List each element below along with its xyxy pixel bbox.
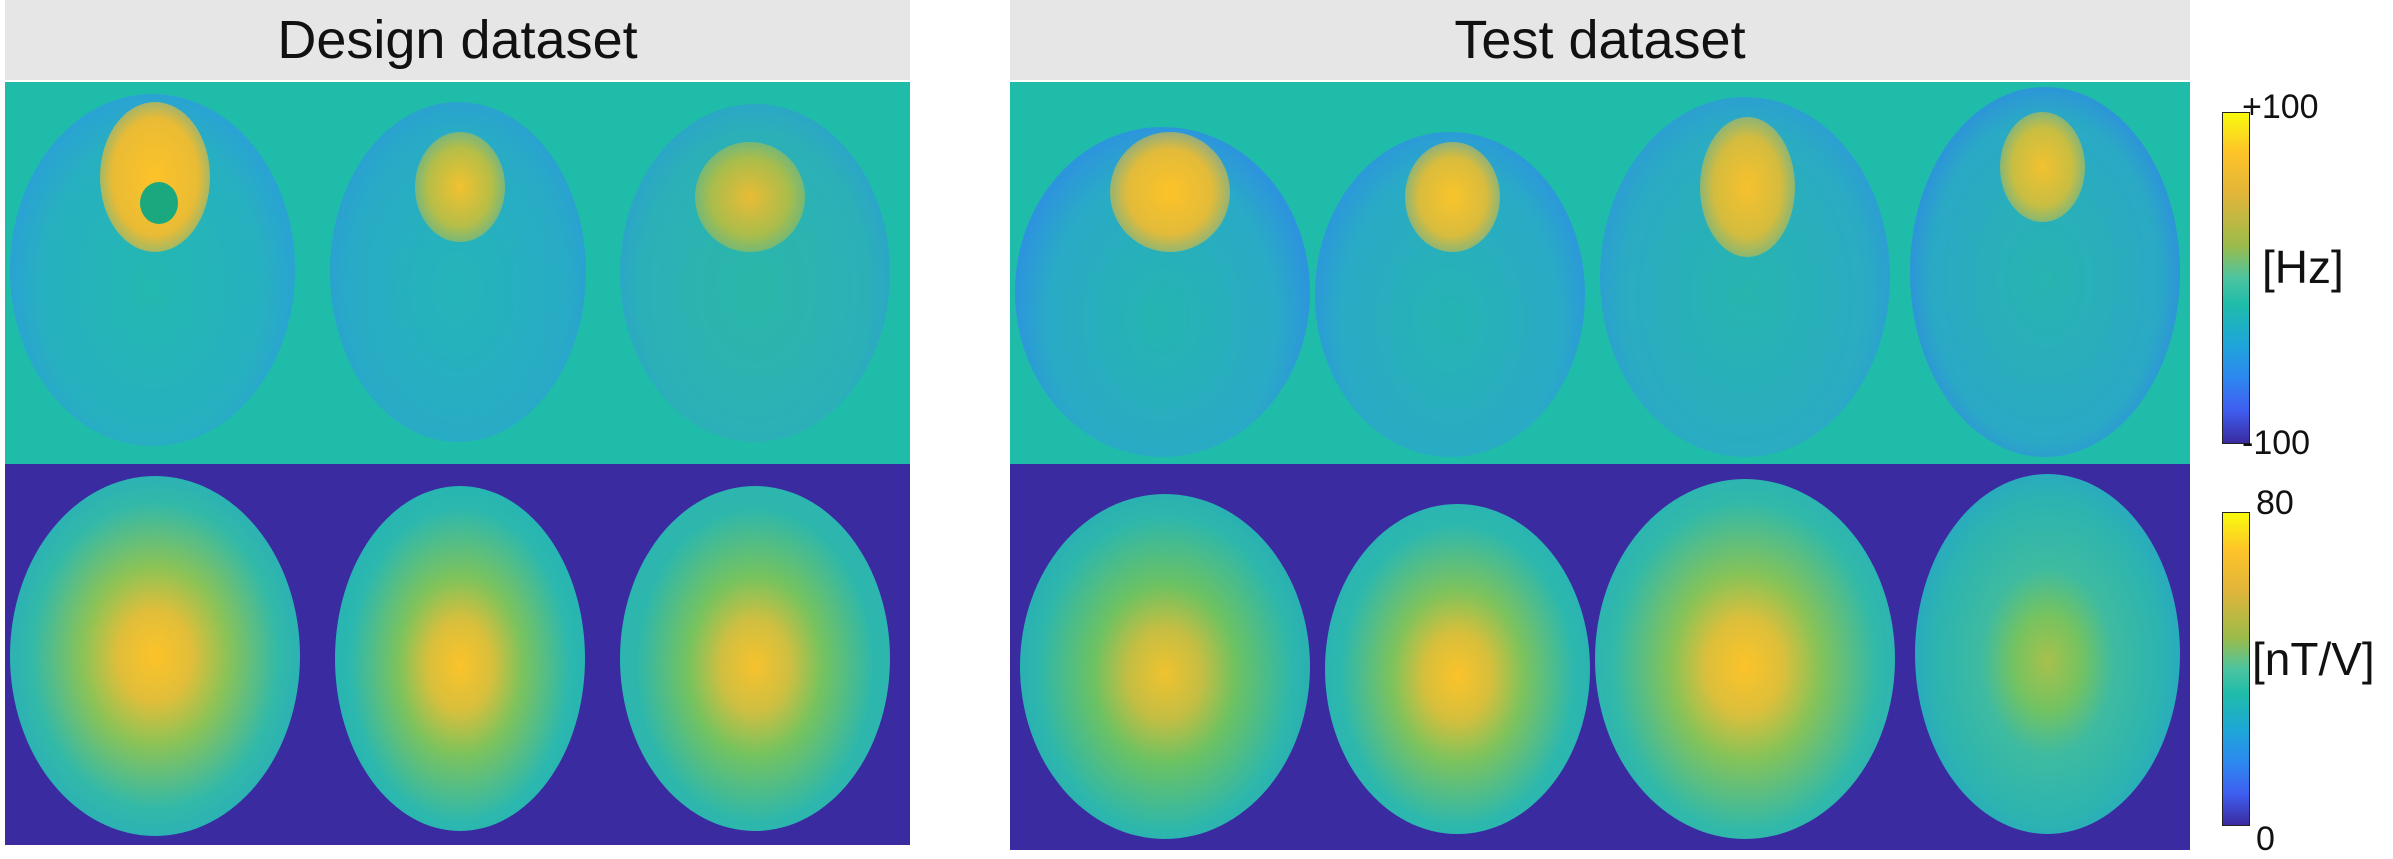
design-dataset-title: Design dataset xyxy=(5,0,910,80)
b1-colorbar-gradient xyxy=(2222,512,2250,826)
test-dataset-panel: Test dataset xyxy=(1010,0,2190,850)
design-b0-map-row xyxy=(5,82,910,464)
test-b0-map-row xyxy=(1010,82,2190,464)
design-b1-slice-2 xyxy=(335,486,585,831)
test-b1-slice-3 xyxy=(1595,479,1895,839)
design-dataset-panel: Design dataset xyxy=(5,0,910,845)
test-dataset-title: Test dataset xyxy=(1010,0,2190,80)
design-b0-slice-1-cavity xyxy=(140,182,178,224)
test-b0-slice-4-hotspot xyxy=(2000,112,2085,222)
design-b1-slice-1 xyxy=(10,476,300,836)
b0-colorbar-max-label: +100 xyxy=(2242,88,2319,126)
test-b0-slice-2-hotspot xyxy=(1405,142,1500,252)
b0-colorbar-min-label: -100 xyxy=(2242,424,2311,462)
b0-colorbar-gradient xyxy=(2222,112,2250,444)
test-b0-slice-1-hotspot xyxy=(1110,132,1230,252)
b1-colorbar-unit: [nT/V] xyxy=(2252,633,2375,685)
design-b0-slice-1-hotspot xyxy=(100,102,210,252)
test-b0-slice-3-hotspot xyxy=(1700,117,1795,257)
design-b0-slice-2-hotspot xyxy=(415,132,505,242)
b1-colorbar-max-label: 80 xyxy=(2256,484,2294,522)
test-b1-map-row xyxy=(1010,464,2190,850)
b1-colorbar-min-label: 0 xyxy=(2256,820,2275,858)
design-b1-slice-3 xyxy=(620,486,890,831)
b0-colorbar-unit: [Hz] xyxy=(2262,241,2344,293)
design-b1-map-row xyxy=(5,464,910,845)
test-b1-slice-2 xyxy=(1325,504,1590,834)
design-b0-slice-3-hotspot xyxy=(695,142,805,252)
test-b1-slice-4 xyxy=(1915,474,2180,834)
test-b1-slice-1 xyxy=(1020,494,1310,839)
